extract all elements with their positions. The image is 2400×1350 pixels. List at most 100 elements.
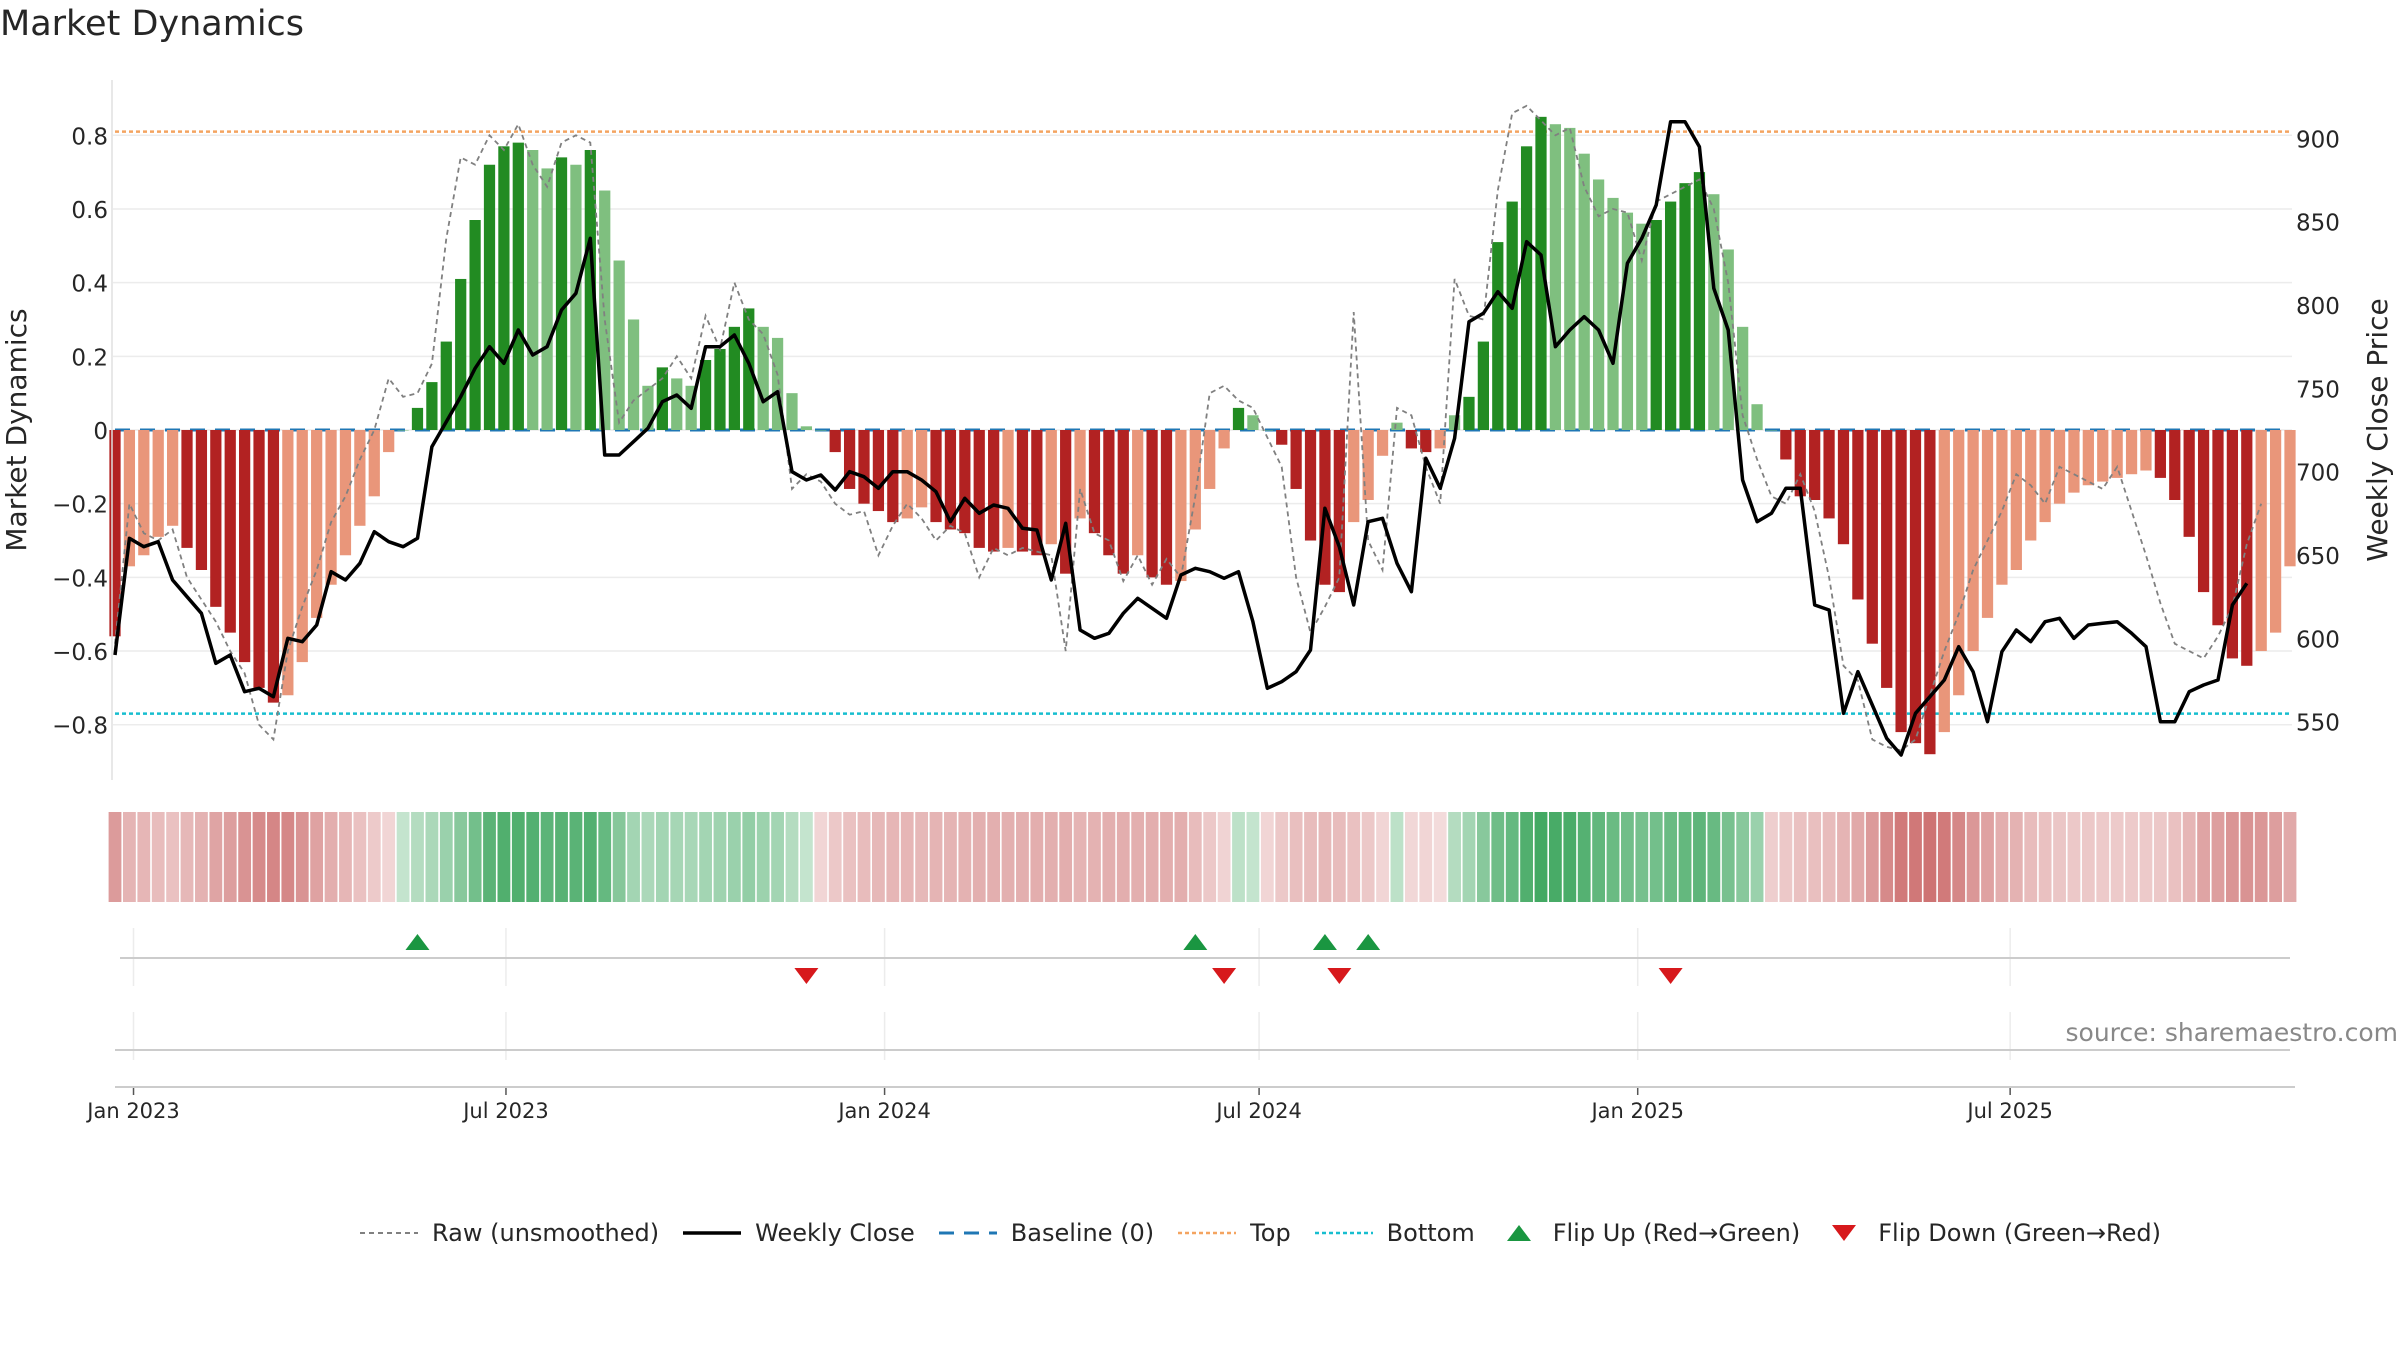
strip-cell bbox=[1664, 812, 1678, 902]
flip-down-icon bbox=[1832, 1225, 1857, 1241]
x-tick-label: Jul 2025 bbox=[1965, 1099, 2052, 1123]
bar bbox=[1506, 201, 1518, 430]
strip-cell bbox=[987, 812, 1001, 902]
bar bbox=[1751, 404, 1763, 430]
bar bbox=[1895, 430, 1907, 733]
strip-cell bbox=[2139, 812, 2153, 902]
legend-raw-swatch bbox=[360, 1232, 418, 1234]
bar bbox=[1463, 396, 1475, 430]
strip-cell bbox=[151, 812, 165, 902]
bar bbox=[1376, 430, 1389, 456]
strip-cell bbox=[1765, 812, 1778, 902]
y-tick-label: −0.6 bbox=[52, 640, 108, 666]
bar bbox=[2169, 430, 2181, 500]
legend-label-flip-down: Flip Down (Green→Red) bbox=[1878, 1219, 2161, 1247]
strip-cell bbox=[2225, 812, 2239, 902]
strip-cell bbox=[1289, 812, 1303, 902]
flip-down-marker bbox=[1327, 968, 1352, 984]
strip-cell bbox=[713, 812, 727, 902]
bar bbox=[584, 150, 596, 430]
strip-cell bbox=[799, 812, 813, 902]
bar bbox=[613, 260, 625, 430]
strip-cell bbox=[742, 812, 756, 902]
bar bbox=[2097, 430, 2109, 482]
strip-cell bbox=[583, 812, 597, 902]
strip-cell bbox=[1044, 812, 1058, 902]
bar bbox=[224, 430, 236, 633]
flip-up-marker bbox=[1183, 934, 1208, 950]
strip-cell bbox=[1318, 812, 1332, 902]
bar bbox=[1938, 430, 1950, 733]
strip-cell bbox=[137, 812, 151, 902]
strip-cell bbox=[1678, 812, 1692, 902]
strip-cell bbox=[1404, 812, 1418, 902]
strip-cell bbox=[1102, 812, 1116, 902]
legend-baseline-swatch bbox=[938, 1231, 997, 1235]
lines bbox=[113, 104, 2263, 757]
bar bbox=[2212, 430, 2224, 626]
y2-tick-label: 900 bbox=[2296, 127, 2340, 153]
strip-cell bbox=[2024, 812, 2038, 902]
bar bbox=[1362, 430, 1374, 500]
bar bbox=[786, 393, 798, 430]
legend-label-top: Top bbox=[1250, 1219, 1291, 1247]
bar bbox=[1031, 430, 1043, 556]
bar bbox=[2154, 430, 2166, 478]
bar bbox=[311, 430, 323, 618]
strip-cell bbox=[900, 812, 914, 902]
strip-cell bbox=[1361, 812, 1375, 902]
bar bbox=[2269, 430, 2282, 633]
strip-cell bbox=[1865, 812, 1879, 902]
bar bbox=[901, 430, 913, 519]
bar bbox=[1881, 430, 1893, 688]
strip-cell bbox=[843, 812, 857, 902]
strip-cell bbox=[483, 812, 496, 902]
strip-cell bbox=[425, 812, 439, 902]
bar bbox=[743, 308, 755, 430]
strip-cell bbox=[1981, 812, 1994, 902]
grid-lines bbox=[113, 134, 2292, 1060]
strip-cell bbox=[828, 812, 842, 902]
bar bbox=[296, 430, 308, 663]
y-tick-label: 0.2 bbox=[71, 345, 108, 371]
bar bbox=[1492, 242, 1504, 430]
strip-cell bbox=[1505, 812, 1519, 902]
strip-cell bbox=[1909, 812, 1922, 902]
strip-cell bbox=[1793, 812, 1807, 902]
bar bbox=[339, 430, 352, 556]
strip-cell bbox=[382, 812, 396, 902]
legend-item-raw: Raw (unsmoothed) bbox=[360, 1219, 659, 1247]
bar bbox=[1823, 430, 1835, 519]
legend-label-raw: Raw (unsmoothed) bbox=[432, 1219, 660, 1247]
y-tick-label: 0 bbox=[93, 419, 108, 445]
strip-cell bbox=[367, 812, 381, 902]
y2-tick-label: 750 bbox=[2296, 377, 2340, 403]
bar bbox=[1765, 430, 1778, 431]
strip-cell bbox=[1246, 812, 1260, 902]
y-tick-label: −0.4 bbox=[52, 566, 108, 592]
strip-cell bbox=[1736, 812, 1750, 902]
bar bbox=[152, 430, 164, 537]
bar bbox=[728, 326, 740, 430]
y2-axis-label: Weekly Close Price bbox=[2361, 298, 2394, 561]
y2-tick-label: 650 bbox=[2296, 544, 2340, 570]
bar bbox=[1117, 430, 1129, 574]
strip-cell bbox=[2283, 812, 2297, 902]
bar bbox=[1391, 422, 1403, 430]
bar bbox=[757, 326, 769, 430]
y-tick-label: −0.2 bbox=[52, 493, 108, 519]
strip-cell bbox=[1851, 812, 1865, 902]
bar bbox=[1837, 430, 1850, 545]
strip-cell bbox=[655, 812, 669, 902]
strip-cell bbox=[1188, 812, 1202, 902]
bar bbox=[1852, 430, 1864, 600]
strip-cell bbox=[339, 812, 352, 902]
strip-cell bbox=[1880, 812, 1894, 902]
strip-cell bbox=[1577, 812, 1591, 902]
bar bbox=[1304, 430, 1317, 541]
bar bbox=[1204, 430, 1216, 489]
strip-cell bbox=[915, 812, 929, 902]
bar bbox=[397, 430, 409, 431]
bar bbox=[1549, 124, 1562, 431]
strip-cell bbox=[972, 812, 986, 902]
